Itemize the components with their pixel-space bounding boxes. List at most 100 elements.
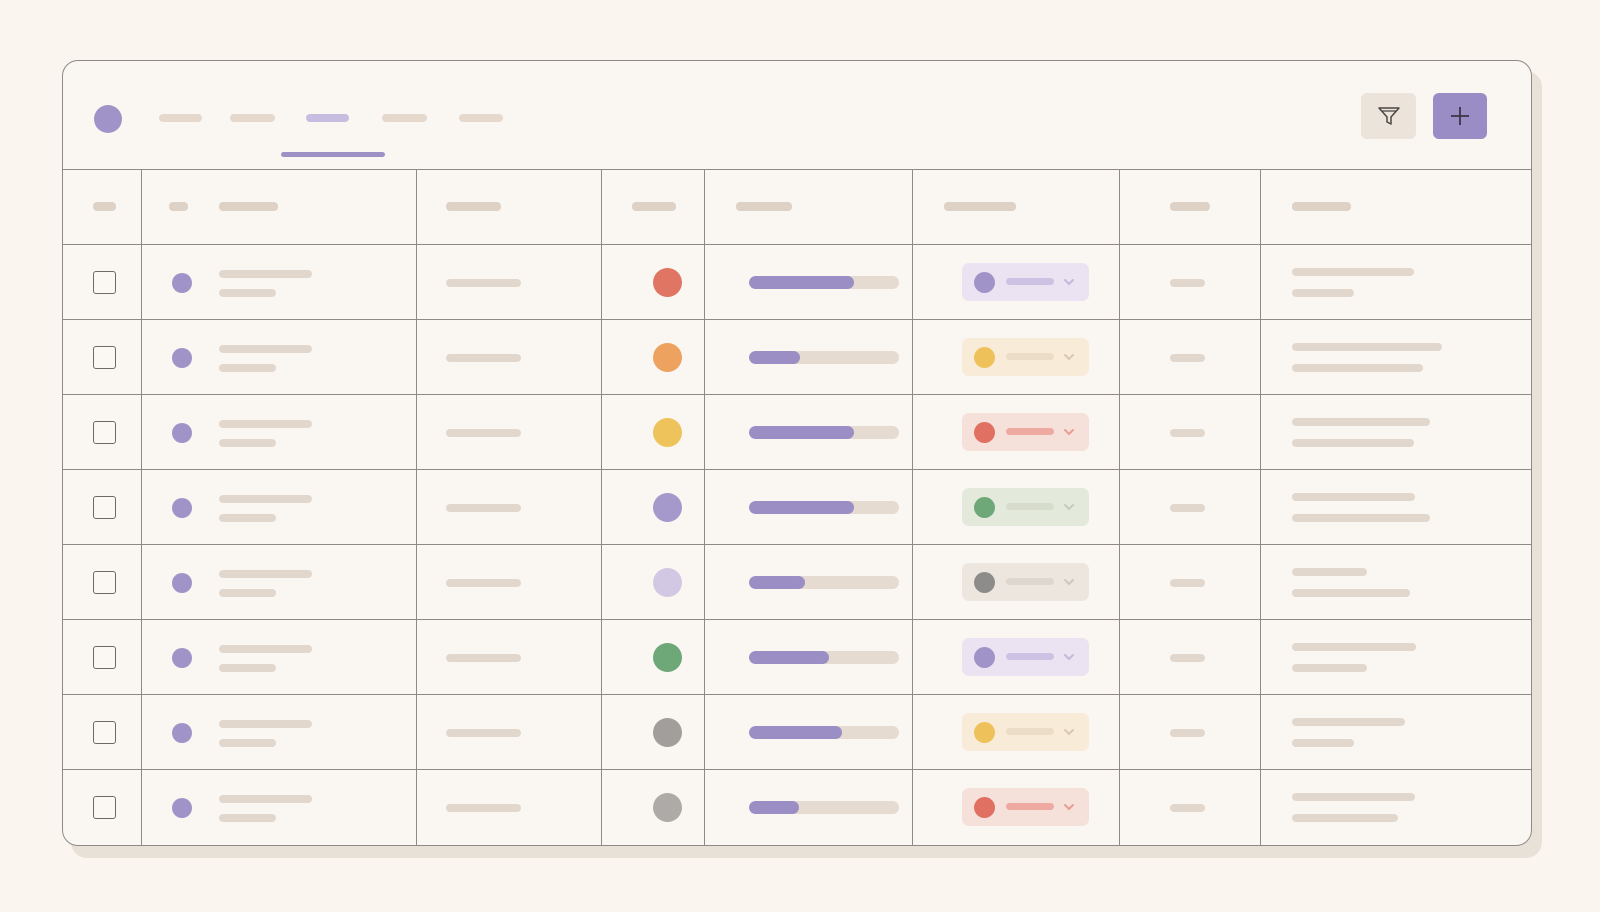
row-title-placeholder	[219, 645, 312, 653]
column-header-progress[interactable]	[736, 202, 792, 211]
row-avatar	[172, 273, 192, 293]
progress-bar	[749, 801, 899, 814]
tag-label-placeholder	[1006, 728, 1054, 735]
row-checkbox[interactable]	[93, 646, 116, 669]
row-title-placeholder	[219, 795, 312, 803]
chevron-down-icon	[1064, 279, 1074, 286]
tag-dropdown[interactable]	[962, 413, 1089, 451]
table-row[interactable]	[63, 695, 1531, 770]
table-row[interactable]	[63, 545, 1531, 620]
tag-dropdown[interactable]	[962, 263, 1089, 301]
tag-label-placeholder	[1006, 578, 1054, 585]
row-field-placeholder	[446, 804, 521, 812]
column-header-status[interactable]	[632, 202, 676, 211]
column-header-notes[interactable]	[1292, 202, 1351, 211]
row-avatar	[172, 348, 192, 368]
tag-dropdown[interactable]	[962, 488, 1089, 526]
add-button[interactable]	[1433, 93, 1487, 139]
progress-bar	[749, 501, 899, 514]
row-count-placeholder	[1170, 429, 1205, 437]
circle-logo	[94, 105, 122, 133]
row-title-placeholder	[219, 570, 312, 578]
row-count-placeholder	[1170, 804, 1205, 812]
table-row[interactable]	[63, 470, 1531, 545]
row-title-placeholder	[219, 345, 312, 353]
row-note-line-1	[1292, 493, 1415, 501]
tag-dropdown[interactable]	[962, 713, 1089, 751]
column-divider	[141, 169, 142, 845]
progress-bar	[749, 351, 899, 364]
row-count-placeholder	[1170, 579, 1205, 587]
tag-dropdown[interactable]	[962, 563, 1089, 601]
tab-3[interactable]	[306, 114, 349, 122]
table-row[interactable]	[63, 245, 1531, 320]
progress-bar	[749, 576, 899, 589]
column-divider	[1119, 169, 1120, 845]
table-row[interactable]	[63, 770, 1531, 845]
row-subtitle-placeholder	[219, 814, 276, 822]
row-note-line-2	[1292, 439, 1414, 447]
column-header[interactable]	[169, 202, 188, 211]
progress-fill	[749, 801, 799, 814]
status-indicator	[653, 643, 682, 672]
status-indicator	[653, 418, 682, 447]
column-header[interactable]	[446, 202, 501, 211]
chevron-down-icon	[1064, 729, 1074, 736]
tag-dropdown[interactable]	[962, 338, 1089, 376]
row-subtitle-placeholder	[219, 514, 276, 522]
row-avatar	[172, 423, 192, 443]
header-select-all[interactable]	[93, 202, 116, 211]
column-divider	[912, 169, 913, 845]
tag-dropdown[interactable]	[962, 788, 1089, 826]
column-header[interactable]	[1170, 202, 1210, 211]
table-row[interactable]	[63, 620, 1531, 695]
table-row[interactable]	[63, 320, 1531, 395]
row-note-line-2	[1292, 814, 1398, 822]
chevron-down-icon	[1064, 429, 1074, 436]
row-checkbox[interactable]	[93, 571, 116, 594]
row-note-line-2	[1292, 739, 1354, 747]
tag-label-placeholder	[1006, 353, 1054, 360]
row-note-line-2	[1292, 289, 1354, 297]
tag-dropdown[interactable]	[962, 638, 1089, 676]
progress-bar	[749, 276, 899, 289]
row-avatar	[172, 648, 192, 668]
status-indicator	[653, 718, 682, 747]
tag-color-dot	[974, 797, 995, 818]
column-divider	[704, 169, 705, 845]
column-header-tag[interactable]	[944, 202, 1016, 211]
table-row[interactable]	[63, 395, 1531, 470]
row-checkbox[interactable]	[93, 496, 116, 519]
row-note-line-1	[1292, 643, 1416, 651]
row-checkbox[interactable]	[93, 271, 116, 294]
status-indicator	[653, 493, 682, 522]
tab-1[interactable]	[159, 114, 202, 122]
chevron-down-icon	[1064, 804, 1074, 811]
row-title-placeholder	[219, 270, 312, 278]
row-field-placeholder	[446, 279, 521, 287]
row-note-line-1	[1292, 568, 1367, 576]
row-checkbox[interactable]	[93, 721, 116, 744]
row-checkbox[interactable]	[93, 421, 116, 444]
row-subtitle-placeholder	[219, 589, 276, 597]
tag-color-dot	[974, 422, 995, 443]
tab-2[interactable]	[230, 114, 275, 122]
column-header-name[interactable]	[219, 202, 278, 211]
row-subtitle-placeholder	[219, 664, 276, 672]
row-checkbox[interactable]	[93, 346, 116, 369]
tag-color-dot	[974, 722, 995, 743]
row-checkbox[interactable]	[93, 796, 116, 819]
filter-button[interactable]	[1361, 93, 1416, 139]
tag-label-placeholder	[1006, 428, 1054, 435]
progress-bar	[749, 651, 899, 664]
tab-4[interactable]	[382, 114, 427, 122]
tag-label-placeholder	[1006, 653, 1054, 660]
row-note-line-2	[1292, 664, 1367, 672]
chevron-down-icon	[1064, 504, 1074, 511]
status-indicator	[653, 343, 682, 372]
row-title-placeholder	[219, 495, 312, 503]
tag-color-dot	[974, 497, 995, 518]
row-avatar	[172, 498, 192, 518]
data-table-card	[62, 60, 1532, 846]
tab-5[interactable]	[459, 114, 503, 122]
